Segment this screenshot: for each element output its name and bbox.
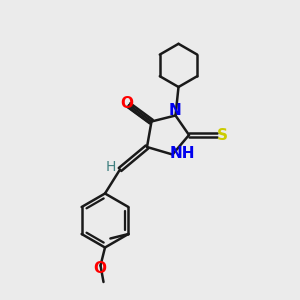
Text: N: N	[169, 103, 181, 118]
Text: NH: NH	[169, 146, 195, 160]
Text: S: S	[217, 128, 227, 142]
Text: O: O	[120, 96, 133, 111]
Text: H: H	[106, 160, 116, 173]
Text: O: O	[93, 261, 106, 276]
